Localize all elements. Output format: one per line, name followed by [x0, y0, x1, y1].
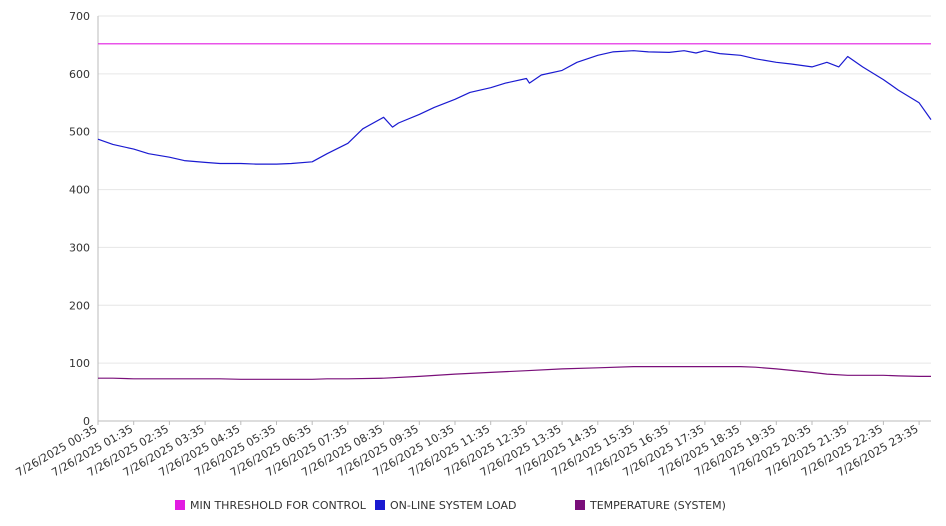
- y-tick-label: 400: [69, 184, 90, 197]
- legend-label-min-threshold: MIN THRESHOLD FOR CONTROL: [190, 498, 366, 512]
- legend-swatch-min-threshold: [175, 500, 185, 510]
- y-tick-label: 500: [69, 126, 90, 139]
- legend-label-temperature: TEMPERATURE (SYSTEM): [590, 498, 726, 512]
- y-tick-label: 700: [69, 10, 90, 23]
- y-tick-label: 0: [83, 415, 90, 428]
- series-line-system-load: [97, 50, 932, 165]
- y-tick-label: 200: [69, 299, 90, 312]
- legend-swatch-system-load: [375, 500, 385, 510]
- legend-label-system-load: ON-LINE SYSTEM LOAD: [390, 498, 517, 512]
- y-tick-label: 600: [69, 68, 90, 81]
- legend-item-min-threshold: MIN THRESHOLD FOR CONTROL: [175, 497, 366, 513]
- series-line-temperature: [98, 366, 931, 380]
- legend-swatch-temperature: [575, 500, 585, 510]
- y-tick-label: 100: [69, 357, 90, 370]
- legend-item-system-load: ON-LINE SYSTEM LOAD: [375, 497, 516, 513]
- legend-item-temperature: TEMPERATURE (SYSTEM): [575, 497, 726, 513]
- y-tick-label: 300: [69, 241, 90, 254]
